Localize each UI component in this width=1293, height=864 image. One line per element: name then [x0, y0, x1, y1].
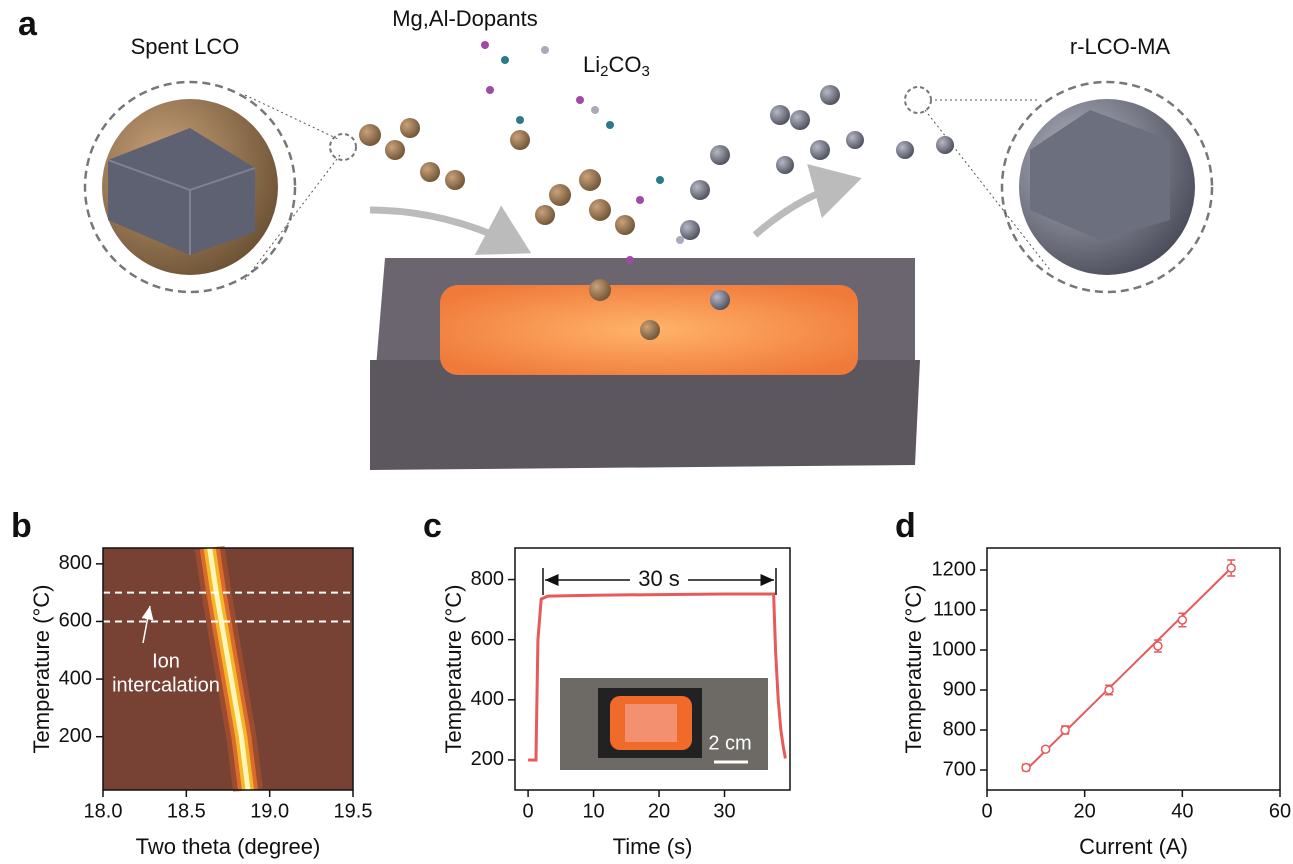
- x-axis-label: Time (s): [613, 834, 693, 859]
- plot-frame: [986, 547, 1281, 791]
- panel-letter: c: [423, 507, 442, 545]
- panel-letter: a: [18, 5, 38, 43]
- y-axis-label: Temperature (°C): [901, 585, 926, 754]
- x-tick-label: 18.0: [84, 800, 123, 822]
- zoom-circle: [904, 86, 932, 114]
- leader: [244, 154, 341, 281]
- y-tick-label: 200: [59, 725, 92, 747]
- y-tick-label: 200: [471, 748, 504, 770]
- zoom-circle: [1000, 80, 1214, 294]
- annotation: intercalation: [112, 674, 220, 696]
- point: [1226, 563, 1236, 573]
- x-tick-label: 60: [1269, 800, 1291, 822]
- label: Mg,Al-Dopants: [392, 6, 538, 31]
- annotation-arrow: [141, 605, 154, 644]
- x-tick-label: 18.5: [167, 800, 206, 822]
- x-tick-label: 19.5: [334, 800, 373, 822]
- x-tick-label: 40: [1171, 800, 1193, 822]
- x-tick-label: 10: [582, 800, 604, 822]
- y-tick-label: 800: [471, 568, 504, 590]
- y-tick-label: 400: [59, 667, 92, 689]
- x-tick-label: 0: [981, 800, 992, 822]
- line: [528, 592, 787, 762]
- point: [1040, 744, 1051, 754]
- particles: [359, 118, 660, 340]
- plot-frame: [102, 547, 354, 791]
- inset-sample: [625, 704, 677, 742]
- x-tick-label: 0: [523, 800, 534, 822]
- flow-arrow: [752, 164, 862, 238]
- label: r-LCO-MA: [1070, 34, 1171, 59]
- x-tick-label: 20: [1074, 800, 1096, 822]
- y-tick-label: 600: [471, 628, 504, 650]
- x-axis-label: Current (A): [1079, 834, 1188, 859]
- y-tick-label: 600: [59, 610, 92, 632]
- y-tick-label: 800: [59, 552, 92, 574]
- cutout: [1030, 110, 1170, 240]
- x-axis-label: Two theta (degree): [136, 834, 321, 859]
- dopants: [481, 41, 684, 264]
- x-tick-label: 19.0: [250, 800, 289, 822]
- y-tick-label: 900: [943, 678, 976, 700]
- inset-label: 2 cm: [708, 732, 751, 754]
- annotation: 30 s: [638, 566, 680, 591]
- y-tick-label: 800: [943, 718, 976, 740]
- point: [1021, 762, 1031, 773]
- label: Spent LCO: [131, 34, 240, 59]
- point: [1153, 641, 1163, 651]
- point: [1177, 615, 1188, 625]
- y-tick-label: 1100: [933, 598, 976, 620]
- y-axis-label: Temperature (°C): [441, 585, 466, 754]
- label: Li2CO3: [583, 52, 650, 80]
- y-axis-label: Temperature (°C): [29, 585, 54, 754]
- x-tick-label: 20: [648, 800, 670, 822]
- tray-front: [370, 360, 920, 470]
- cutout: [108, 128, 255, 255]
- leader: [924, 109, 1051, 271]
- y-tick-label: 1000: [932, 638, 977, 660]
- point: [1060, 725, 1070, 735]
- peak-band: [207, 547, 251, 791]
- y-tick-label: 1200: [932, 558, 977, 580]
- panel-letter: d: [895, 507, 916, 545]
- fit-line: [1025, 567, 1232, 771]
- plot-frame: [514, 547, 791, 791]
- zoom-circle: [83, 80, 297, 294]
- x-tick-label: 30: [713, 800, 735, 822]
- particles: [680, 85, 954, 310]
- cutout-edge: [107, 159, 256, 255]
- y-tick-label: 700: [943, 758, 976, 780]
- flow-arrow: [369, 205, 532, 255]
- panel-letter: b: [11, 507, 32, 545]
- y-tick-label: 400: [471, 688, 504, 710]
- point: [1104, 685, 1114, 695]
- panel-a: a Spent LCO Mg,Al-Dopants Li2CO3 r-LCO-M…: [18, 5, 1214, 470]
- annotation: Ion: [152, 650, 180, 672]
- zoom-circle: [329, 133, 357, 161]
